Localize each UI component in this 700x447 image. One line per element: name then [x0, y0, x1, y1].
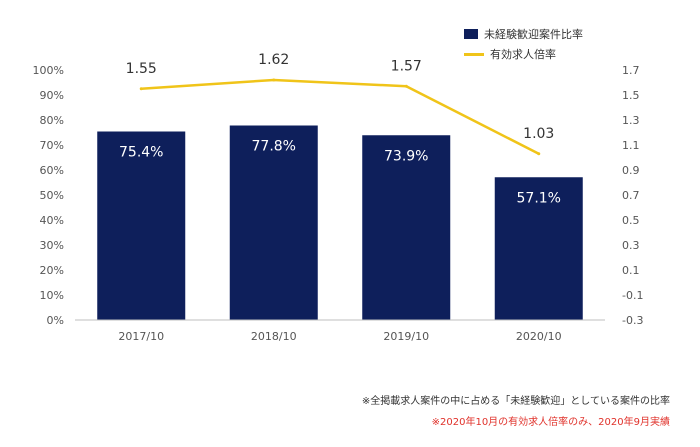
line-point	[404, 84, 408, 88]
line-point	[537, 152, 541, 156]
y-right-tick-label: 0.1	[622, 264, 640, 277]
y-right-tick-label: 1.5	[622, 89, 640, 102]
footnote-job-ratio-note: ※2020年10月の有効求人倍率のみ、2020年9月実績	[431, 417, 670, 428]
line-point	[272, 78, 276, 82]
y-left-tick-label: 100%	[33, 64, 64, 77]
line-data-label: 1.55	[126, 61, 157, 77]
footnote-ratio-definition: ※全掲載求人案件の中に占める「未経験歓迎」としている案件の比率	[361, 396, 670, 407]
legend-line-label: 有効求人倍率	[490, 48, 556, 61]
y-left-tick-label: 70%	[40, 139, 64, 152]
x-tick-label: 2019/10	[383, 330, 429, 343]
y-left-tick-label: 90%	[40, 89, 64, 102]
y-left-tick-label: 80%	[40, 114, 64, 127]
x-tick-label: 2018/10	[251, 330, 297, 343]
bar	[362, 135, 451, 320]
y-left-tick-label: 0%	[47, 314, 64, 327]
y-right-tick-label: 0.7	[622, 189, 640, 202]
y-right-tick-label: 0.3	[622, 239, 640, 252]
x-tick-label: 2017/10	[118, 330, 164, 343]
line-data-label: 1.62	[258, 52, 289, 68]
legend-line-swatch	[464, 52, 484, 56]
y-right-tick-label: 1.7	[622, 64, 640, 77]
legend-bar-label: 未経験歓迎案件比率	[484, 28, 583, 41]
bar-data-label: 57.1%	[517, 190, 561, 206]
line-data-label: 1.03	[523, 126, 554, 142]
bar-data-label: 73.9%	[384, 148, 428, 164]
y-right-tick-label: 0.5	[622, 214, 640, 227]
series-line	[140, 78, 540, 155]
y-left-tick-label: 60%	[40, 164, 64, 177]
y-right-tick-label: 1.1	[622, 139, 640, 152]
line-data-label: 1.57	[391, 58, 422, 74]
chart-legend: 未経験歓迎案件比率 有効求人倍率	[464, 24, 583, 64]
y-left-tick-label: 20%	[40, 264, 64, 277]
y-right-tick-label: -0.3	[622, 314, 643, 327]
y-right-tick-label: 1.3	[622, 114, 640, 127]
legend-bar-swatch	[464, 29, 478, 39]
bar	[229, 125, 318, 320]
y-right-tick-label: 0.9	[622, 164, 640, 177]
bar	[494, 177, 583, 320]
bar-data-label: 75.4%	[119, 145, 163, 161]
y-right-tick-label: -0.1	[622, 289, 643, 302]
legend-item-bar: 未経験歓迎案件比率	[464, 24, 583, 44]
bar-data-label: 77.8%	[252, 139, 296, 155]
y-left-tick-label: 30%	[40, 239, 64, 252]
line-point	[139, 87, 143, 91]
y-left-tick-label: 10%	[40, 289, 64, 302]
legend-item-line: 有効求人倍率	[464, 44, 583, 64]
bar	[97, 131, 186, 320]
x-tick-label: 2020/10	[516, 330, 562, 343]
y-left-tick-label: 50%	[40, 189, 64, 202]
y-left-tick-label: 40%	[40, 214, 64, 227]
